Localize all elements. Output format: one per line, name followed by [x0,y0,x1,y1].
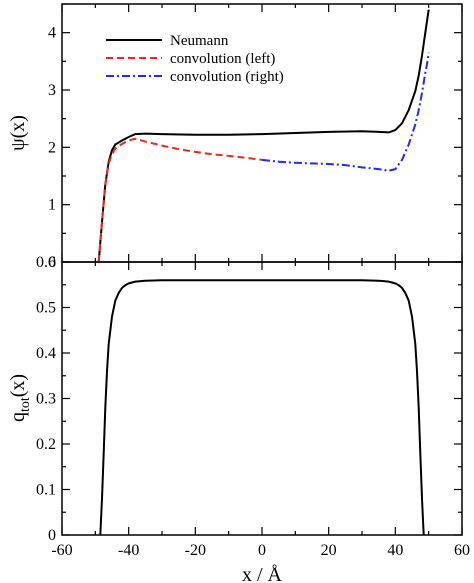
x-tick-label: 60 [454,542,470,559]
x-tick-label: 40 [387,542,403,559]
psi-y-tick-label: 1 [48,197,56,214]
x-tick-label: -60 [51,542,72,559]
qtot-y-axis-label: qtot(x) [7,374,33,422]
psi-y-tick-label: 0 [48,254,56,271]
qtot-y-axis-label-main: q [7,412,29,422]
qtot-plot-frame [61,261,463,536]
qtot-series-group [99,279,425,536]
psi-series-line-0 [97,9,430,263]
x-tick-label: -40 [118,542,139,559]
qtot-y-tick-label: 0 [48,527,56,544]
psi-y-axis-label: ψ(x) [7,115,29,151]
qtot-y-axis-label-sub: tot [18,397,33,412]
psi-plot-frame [61,3,463,263]
qtot-y-tick-label: 0.5 [36,300,56,317]
legend-label-neumann: Neumann [170,33,229,49]
psi-series-line-2 [261,52,430,172]
x-tick-label: 20 [321,542,337,559]
x-tick-label: -20 [185,542,206,559]
psi-y-tick-labels: 0 1 2 3 4 [48,25,56,271]
qtot-y-tick-label: 0.6 [36,254,56,271]
qtot-y-tick-label: 0.3 [36,391,56,408]
qtot-y-axis-label-tail: (x) [7,374,29,397]
legend: Neumann convolution (left) convolution (… [106,33,284,85]
x-tick-labels: -60 -40 -20 0 20 40 60 [51,542,470,559]
x-tick-label: 0 [258,542,266,559]
qtot-y-tick-label: 0.1 [36,482,56,499]
psi-series-line-1 [97,137,263,263]
psi-y-tick-label: 2 [48,139,56,156]
qtot-y-tick-label: 0.2 [36,436,56,453]
legend-label-convolution-left: convolution (left) [170,51,275,67]
x-axis-label: x / Å [242,564,283,583]
qtot-y-tick-label: 0.4 [36,345,56,362]
qtot-series-line-0 [99,279,425,536]
psi-y-tick-label: 3 [48,82,56,99]
psi-y-tick-label: 4 [48,25,56,42]
legend-label-convolution-right: convolution (right) [170,69,284,85]
psi-tick-marks [61,3,463,263]
psi-panel: 0 1 2 3 4 ψ(x) Neumann convolution (left) co… [7,3,463,271]
psi-series-group [97,9,430,263]
qtot-y-tick-labels: 0 0.1 0.2 0.3 0.4 0.5 0.6 [36,254,56,544]
qtot-panel: 0 0.1 0.2 0.3 0.4 0.5 0.6 -60 -40 -20 0 20 40 60 qto… [7,254,470,583]
qtot-tick-marks [61,261,463,536]
